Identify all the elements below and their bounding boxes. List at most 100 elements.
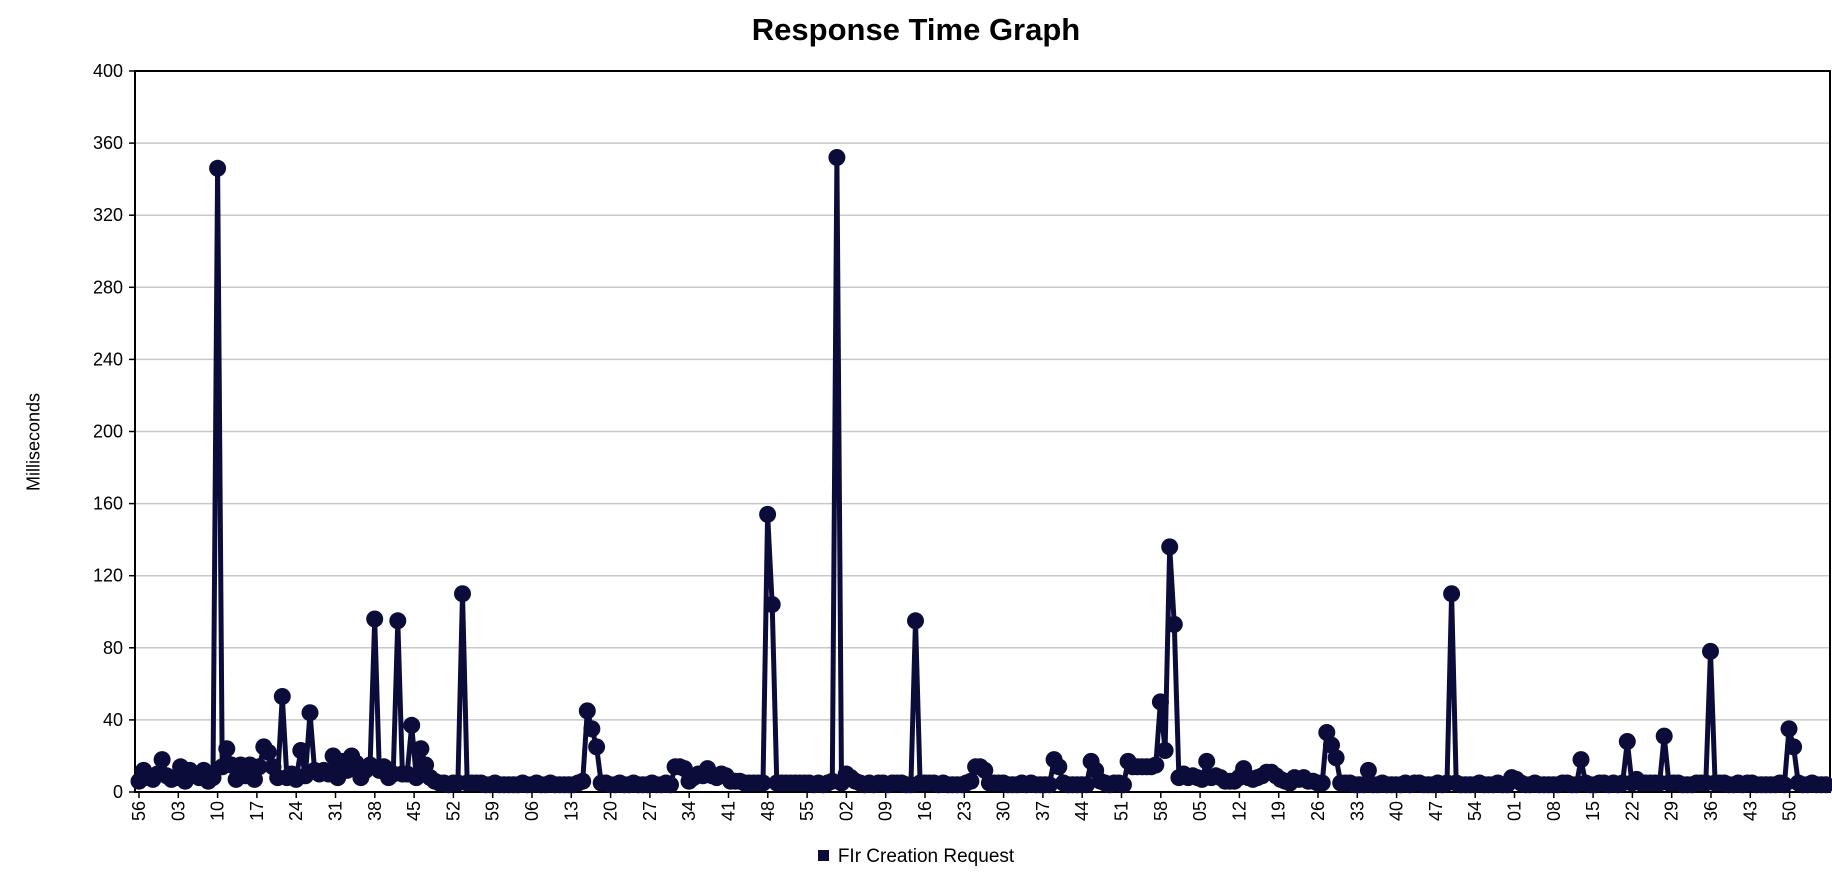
series-line: [136, 155, 1826, 788]
y-tick-label: 360: [93, 133, 123, 153]
data-point: [1785, 738, 1803, 756]
data-point: [153, 751, 171, 769]
data-point: [1359, 761, 1377, 779]
x-tick-label: 13: [561, 801, 581, 821]
x-tick-label: 30: [994, 801, 1014, 821]
x-tick-label: 34: [679, 801, 699, 821]
x-tick-label: 02: [836, 801, 856, 821]
x-tick-label: 20: [601, 801, 621, 821]
y-tick-label: 240: [93, 349, 123, 369]
x-tick-label: 43: [1740, 801, 1760, 821]
data-point: [1161, 538, 1179, 556]
data-point: [389, 612, 407, 630]
y-tick-label: 200: [93, 422, 123, 442]
x-tick-label: 22: [1622, 801, 1642, 821]
data-point: [828, 149, 846, 166]
y-tick-label: 120: [93, 566, 123, 586]
x-tick-label: 41: [719, 801, 739, 821]
y-tick-label: 40: [103, 710, 123, 730]
data-point: [292, 742, 310, 759]
gridlines: [135, 142, 1830, 721]
data-point: [366, 610, 384, 628]
data-point: [1443, 585, 1461, 603]
x-tick-label: 37: [1033, 801, 1053, 821]
chart-title: Response Time Graph: [751, 12, 1081, 47]
x-tick-label: 10: [208, 801, 228, 821]
data-point: [1156, 742, 1174, 759]
data-point: [578, 702, 596, 720]
y-axis-ticks: 0 40 80 120 160 200 240 280 320 360 400: [93, 61, 135, 802]
x-tick-label: 54: [1465, 801, 1485, 821]
data-point: [1050, 758, 1068, 776]
data-point: [250, 758, 268, 776]
y-tick-label: 320: [93, 205, 123, 225]
y-tick-label: 160: [93, 494, 123, 514]
x-tick-label: 15: [1583, 801, 1603, 821]
data-point: [1115, 776, 1132, 794]
x-tick-label: 47: [1426, 801, 1446, 821]
data-point: [407, 769, 425, 787]
x-tick-label: 26: [1308, 801, 1328, 821]
data-point: [1147, 756, 1165, 774]
x-tick-label: 44: [1072, 801, 1092, 821]
legend-label: FIr Creation Request: [837, 846, 1015, 867]
x-tick-label: 17: [247, 801, 267, 821]
data-point: [583, 720, 601, 738]
data-point: [1702, 642, 1719, 660]
data-point: [259, 743, 277, 761]
data-point: [907, 612, 924, 630]
x-tick-label: 27: [640, 801, 660, 821]
x-tick-label: 36: [1701, 801, 1721, 821]
data-point: [763, 596, 781, 613]
x-tick-label: 31: [326, 801, 346, 821]
data-point: [273, 688, 291, 705]
data-point: [754, 774, 772, 792]
data-point: [1775, 776, 1793, 794]
x-tick-label: 24: [286, 801, 306, 821]
data-point: [1198, 752, 1216, 770]
data-point: [662, 776, 679, 794]
x-axis-ticks: 56 03 10 17 24 31 38 45 52 59 06 13 20 27 34 41 48 55 02 09…: [129, 792, 1800, 821]
data-point: [403, 716, 421, 734]
x-tick-label: 29: [1662, 801, 1682, 821]
x-tick-label: 12: [1229, 801, 1249, 821]
data-point: [759, 505, 777, 523]
data-point: [1572, 751, 1590, 769]
data-point: [301, 704, 319, 722]
x-tick-label: 45: [404, 801, 424, 821]
legend-swatch: [817, 850, 829, 861]
x-tick-label: 08: [1544, 801, 1564, 821]
series-layer: [130, 149, 1832, 794]
data-point: [588, 738, 606, 756]
data-point: [1618, 733, 1636, 750]
x-tick-label: 19: [1269, 801, 1289, 821]
x-tick-label: 23: [954, 801, 974, 821]
x-tick-label: 48: [758, 801, 778, 821]
x-tick-label: 40: [1387, 801, 1407, 821]
x-tick-label: 03: [168, 801, 188, 821]
data-point: [574, 772, 592, 790]
x-tick-label: 16: [915, 801, 935, 821]
x-tick-label: 50: [1780, 801, 1800, 821]
data-point: [1817, 776, 1832, 794]
x-tick-label: 38: [365, 801, 385, 821]
x-tick-label: 58: [1151, 801, 1171, 821]
data-point: [218, 740, 236, 758]
data-point: [1313, 774, 1331, 792]
legend: FIr Creation Request: [0, 846, 1832, 868]
x-tick-label: 01: [1505, 801, 1525, 821]
x-tick-label: 56: [129, 801, 149, 821]
data-point: [209, 159, 227, 177]
x-tick-label: 05: [1190, 801, 1210, 821]
data-point: [1655, 727, 1673, 745]
x-tick-label: 55: [797, 801, 817, 821]
y-tick-label: 400: [93, 61, 123, 81]
x-tick-label: 06: [522, 801, 542, 821]
data-point: [454, 585, 471, 603]
x-tick-label: 09: [876, 801, 896, 821]
x-tick-label: 33: [1347, 801, 1367, 821]
data-point: [1327, 749, 1345, 767]
data-point: [1041, 776, 1058, 794]
data-point: [1165, 615, 1183, 633]
